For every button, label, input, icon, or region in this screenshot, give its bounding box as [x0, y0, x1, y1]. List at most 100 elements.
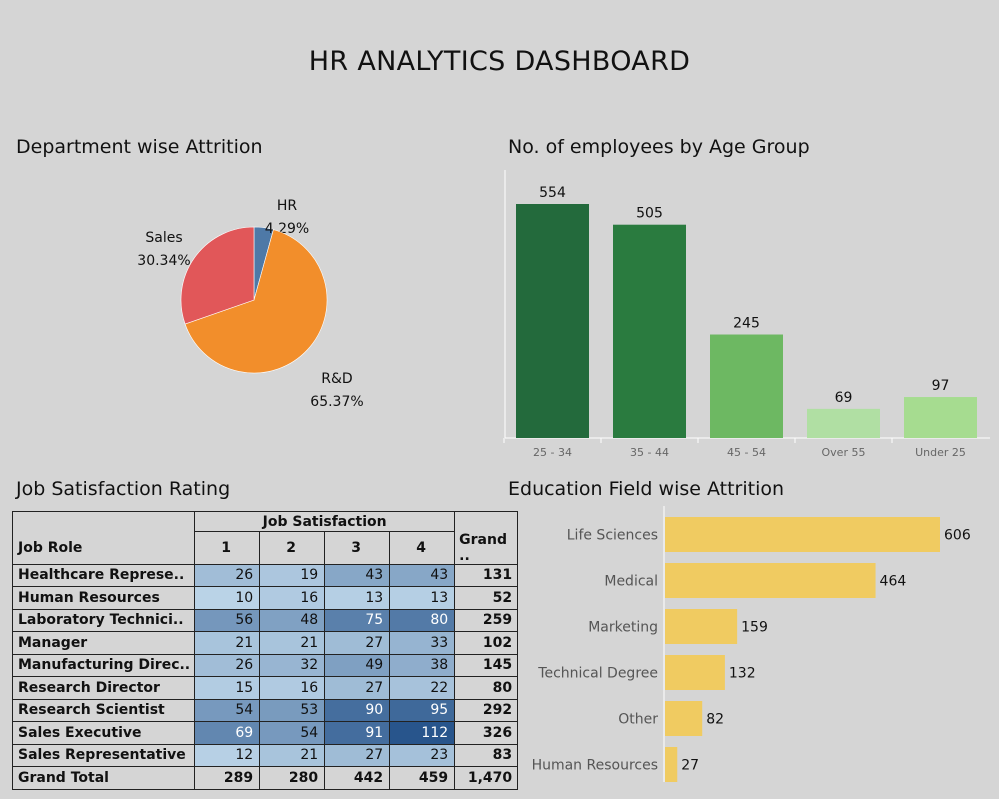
- job-role-cell: Healthcare Represe..: [11, 563, 196, 587]
- table-col-header: 1: [194, 531, 261, 565]
- satisfaction-count-cell: 56: [194, 608, 261, 632]
- pie-slice-rd[interactable]: [184, 229, 328, 374]
- satisfaction-count-cell: 32: [259, 653, 326, 677]
- job-role-cell: Manager: [11, 631, 196, 655]
- column-total-cell: 289: [194, 766, 261, 790]
- satisfaction-count-cell: 112: [389, 721, 456, 745]
- age-x-tick-label: 45 - 54: [727, 446, 766, 459]
- education-category-label: Marketing: [588, 620, 658, 636]
- education-category-label: Other: [618, 712, 658, 728]
- satisfaction-count-cell: 26: [194, 653, 261, 677]
- pie-label-percent: 30.34%: [137, 253, 190, 269]
- education-bar-chart: Life Sciences 606 Medical 464 Marketing 159 Te…: [532, 506, 971, 782]
- age-x-tick-label: Over 55: [822, 446, 866, 459]
- table-group-header: Job Satisfaction: [194, 511, 456, 532]
- satisfaction-count-cell: 75: [324, 608, 391, 632]
- row-total-cell: 259: [454, 608, 519, 632]
- satisfaction-count-cell: 16: [259, 676, 326, 700]
- pie-label-percent: 65.37%: [310, 394, 363, 410]
- satisfaction-count-cell: 27: [324, 743, 391, 767]
- pie-slice-sales[interactable]: [180, 226, 255, 325]
- satisfaction-count-cell: 10: [194, 586, 261, 610]
- satisfaction-count-cell: 54: [259, 721, 326, 745]
- job-role-cell: Research Scientist: [11, 698, 196, 722]
- age-group-bar-chart: 554 25 - 34 505 35 - 44 245 45 - 54 69 Over 55 9…: [503, 170, 990, 459]
- column-total-cell: 459: [389, 766, 456, 790]
- age-bar[interactable]: [613, 224, 686, 438]
- age-bar-value-label: 245: [733, 316, 760, 332]
- table-col-header-total: Grand ..: [454, 531, 519, 565]
- education-category-label: Medical: [604, 574, 658, 590]
- education-bar[interactable]: [665, 655, 725, 690]
- table-col-header: 4: [389, 531, 456, 565]
- table-row: Research Scientist 54 53 90 95 292: [11, 698, 519, 722]
- dashboard-title: HR ANALYTICS DASHBOARD: [308, 46, 691, 77]
- job-role-cell: Research Director: [11, 676, 196, 700]
- job-role-cell: Sales Representative: [11, 743, 196, 767]
- row-total-cell: 292: [454, 698, 519, 722]
- column-total-cell: 442: [324, 766, 391, 790]
- table-row: Laboratory Technici.. 56 48 75 80 259: [11, 608, 519, 632]
- education-bar-value-label: 606: [944, 528, 971, 544]
- satisfaction-count-cell: 21: [259, 743, 326, 767]
- education-bar[interactable]: [665, 517, 940, 552]
- education-bar[interactable]: [665, 609, 738, 644]
- table-row: Research Director 15 16 27 22 80: [11, 676, 519, 700]
- satisfaction-count-cell: 43: [324, 563, 391, 587]
- satisfaction-count-cell: 16: [259, 586, 326, 610]
- row-total-cell: 131: [454, 563, 519, 587]
- row-total-cell: 326: [454, 721, 519, 745]
- education-bar[interactable]: [665, 701, 703, 736]
- job-role-cell: Human Resources: [11, 586, 196, 610]
- satisfaction-count-cell: 15: [194, 676, 261, 700]
- table-row: Sales Representative 12 21 27 23 83: [11, 743, 519, 767]
- age-x-tick-label: 25 - 34: [533, 446, 572, 459]
- table-row: Manufacturing Direc.. 26 32 49 38 145: [11, 653, 519, 677]
- education-bar[interactable]: [665, 563, 876, 598]
- age-x-tick-label: 35 - 44: [630, 446, 669, 459]
- satisfaction-count-cell: 21: [194, 631, 261, 655]
- age-bar[interactable]: [710, 334, 783, 438]
- table-corner-right: [454, 511, 519, 532]
- table-col-header: 3: [324, 531, 391, 565]
- satisfaction-count-cell: 43: [389, 563, 456, 587]
- table-row: Human Resources 10 16 13 13 52: [11, 586, 519, 610]
- education-bar-value-label: 464: [880, 574, 907, 590]
- education-category-label: Technical Degree: [537, 666, 658, 682]
- table-row-header: Job Role: [11, 531, 196, 565]
- satisfaction-count-cell: 13: [389, 586, 456, 610]
- job-satisfaction-table: Job Satisfaction Job Role 1 2 3 4 Grand …: [11, 511, 519, 790]
- education-category-label: Human Resources: [532, 758, 658, 774]
- row-total-cell: 145: [454, 653, 519, 677]
- satisfaction-count-cell: 69: [194, 721, 261, 745]
- satisfaction-count-cell: 27: [324, 631, 391, 655]
- education-bar[interactable]: [665, 747, 678, 782]
- satisfaction-count-cell: 95: [389, 698, 456, 722]
- grand-total-row: Grand Total 289 280 442 459 1,470: [11, 766, 519, 790]
- education-bar-value-label: 27: [681, 758, 699, 774]
- job-role-cell: Laboratory Technici..: [11, 608, 196, 632]
- job-satisfaction-title: Job Satisfaction Rating: [16, 478, 231, 500]
- row-total-cell: 102: [454, 631, 519, 655]
- age-bar-value-label: 69: [835, 390, 853, 406]
- education-bar-value-label: 132: [729, 666, 756, 682]
- satisfaction-count-cell: 22: [389, 676, 456, 700]
- satisfaction-count-cell: 54: [194, 698, 261, 722]
- education-bar-value-label: 82: [706, 712, 724, 728]
- age-bar[interactable]: [516, 204, 589, 438]
- satisfaction-count-cell: 49: [324, 653, 391, 677]
- grand-total-label: Grand Total: [11, 766, 196, 790]
- education-category-label: Life Sciences: [567, 528, 658, 544]
- satisfaction-count-cell: 90: [324, 698, 391, 722]
- satisfaction-count-cell: 33: [389, 631, 456, 655]
- column-total-cell: 280: [259, 766, 326, 790]
- row-total-cell: 83: [454, 743, 519, 767]
- pie-label-name: HR: [277, 198, 298, 214]
- grand-total-cell: 1,470: [454, 766, 519, 790]
- age-bar-value-label: 505: [636, 206, 663, 222]
- pie-label-name: Sales: [145, 230, 182, 246]
- age-bar[interactable]: [904, 397, 977, 438]
- age-bar[interactable]: [807, 408, 880, 438]
- satisfaction-count-cell: 26: [194, 563, 261, 587]
- row-total-cell: 52: [454, 586, 519, 610]
